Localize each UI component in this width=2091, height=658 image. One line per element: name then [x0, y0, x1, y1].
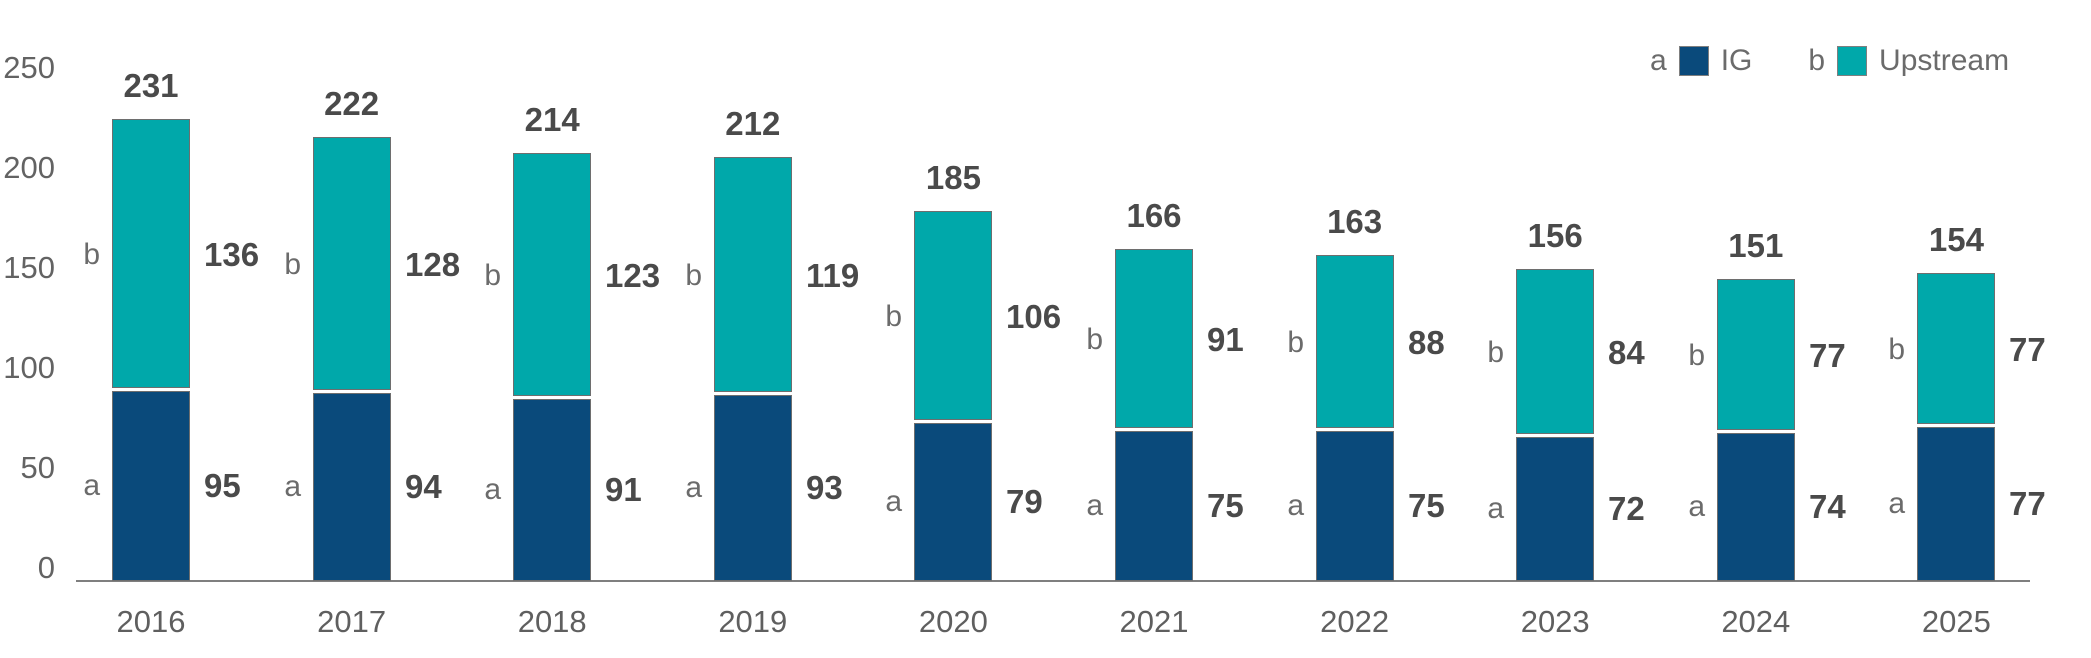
bar-total-label-2019: 212 — [725, 105, 781, 142]
series-prefix-label-a-2021: a — [1086, 489, 1103, 522]
bar-segment-upstream-2016 — [112, 119, 190, 388]
legend-swatch-upstream-icon — [1837, 46, 1868, 76]
bar-segment-upstream-2019 — [714, 157, 792, 392]
bar-segment-upstream-2022 — [1316, 255, 1394, 428]
bar-segment-upstream-2021 — [1115, 249, 1193, 428]
bar-segment-ig-2025 — [1917, 427, 1995, 581]
segment-value-label-ig-2019: 93 — [806, 469, 843, 506]
bar-total-label-2023: 156 — [1527, 217, 1583, 254]
bar-segment-ig-2016 — [112, 391, 190, 581]
bar-segment-upstream-2024 — [1717, 279, 1795, 430]
y-axis-tick-label: 0 — [37, 550, 55, 585]
series-prefix-label-a-2025: a — [1888, 487, 1905, 520]
segment-value-label-upstream-2024: 77 — [1809, 337, 1846, 374]
series-prefix-label-b-2019: b — [685, 259, 702, 292]
x-axis-category-label-2025: 2025 — [1921, 604, 1991, 639]
x-axis-line — [76, 580, 2030, 582]
segment-value-label-ig-2016: 95 — [204, 467, 241, 504]
bar-total-label-2018: 214 — [524, 101, 580, 138]
x-axis-category-label-2016: 2016 — [116, 604, 186, 639]
series-prefix-label-a-2022: a — [1287, 489, 1304, 522]
segment-value-label-upstream-2018: 123 — [605, 257, 661, 294]
bar-total-label-2024: 151 — [1728, 227, 1784, 264]
bar-segment-ig-2022 — [1316, 431, 1394, 581]
series-prefix-label-b-2020: b — [885, 300, 902, 333]
segment-value-label-upstream-2021: 91 — [1207, 321, 1244, 358]
series-prefix-label-b-2023: b — [1487, 336, 1504, 369]
segment-value-label-ig-2025: 77 — [2009, 485, 2046, 522]
bar-segment-ig-2017 — [313, 393, 391, 581]
bar-segment-ig-2021 — [1115, 431, 1193, 581]
x-axis-category-label-2022: 2022 — [1320, 604, 1390, 639]
series-prefix-label-a-2016: a — [83, 469, 100, 502]
y-axis-tick-label: 50 — [20, 450, 55, 485]
legend-item-upstream: b Upstream — [1808, 44, 2009, 78]
legend-label-upstream: Upstream — [1879, 44, 2010, 77]
segment-value-label-ig-2020: 79 — [1006, 483, 1043, 520]
legend-swatch-ig-icon — [1678, 46, 1709, 76]
x-axis-category-label-2024: 2024 — [1721, 604, 1791, 639]
series-prefix-label-a-2019: a — [685, 471, 702, 504]
segment-value-label-upstream-2025: 77 — [2009, 331, 2046, 368]
segment-value-label-ig-2017: 94 — [405, 468, 442, 505]
y-axis-tick-label: 150 — [3, 250, 55, 285]
y-axis-tick-label: 250 — [3, 50, 55, 85]
y-axis-tick-label: 200 — [3, 150, 55, 185]
series-prefix-label-b-2017: b — [284, 248, 301, 281]
segment-value-label-upstream-2023: 84 — [1608, 334, 1645, 371]
segment-value-label-ig-2024: 74 — [1809, 488, 1846, 525]
x-axis-category-label-2023: 2023 — [1520, 604, 1590, 639]
series-prefix-label-b-2018: b — [484, 259, 501, 292]
segment-value-label-ig-2023: 72 — [1608, 490, 1645, 527]
y-axis-tick-label: 100 — [3, 350, 55, 385]
segment-value-label-upstream-2020: 106 — [1006, 298, 1062, 335]
x-axis-category-label-2017: 2017 — [317, 604, 387, 639]
segment-value-label-upstream-2019: 119 — [806, 257, 860, 294]
bar-segment-upstream-2023 — [1516, 269, 1594, 434]
segment-value-label-upstream-2017: 128 — [405, 246, 461, 283]
series-prefix-label-a-2018: a — [484, 473, 501, 506]
x-axis-category-label-2020: 2020 — [918, 604, 988, 639]
bar-segment-upstream-2018 — [513, 153, 591, 396]
series-prefix-label-a-2017: a — [284, 470, 301, 503]
bar-segment-upstream-2025 — [1917, 273, 1995, 424]
series-prefix-label-b-2024: b — [1688, 339, 1705, 372]
bar-total-label-2022: 163 — [1327, 203, 1383, 240]
bar-segment-upstream-2017 — [313, 137, 391, 390]
segment-value-label-ig-2021: 75 — [1207, 487, 1244, 524]
segment-value-label-upstream-2016: 136 — [204, 236, 260, 273]
segment-value-label-upstream-2022: 88 — [1408, 324, 1445, 361]
series-prefix-label-a-2024: a — [1688, 490, 1705, 523]
bar-segment-upstream-2020 — [914, 211, 992, 420]
series-prefix-label-b-2016: b — [83, 238, 100, 271]
bar-segment-ig-2024 — [1717, 433, 1795, 581]
bar-segment-ig-2023 — [1516, 437, 1594, 581]
legend-label-ig: IG — [1720, 44, 1753, 77]
x-axis-category-label-2021: 2021 — [1119, 604, 1189, 639]
bar-total-label-2021: 166 — [1126, 197, 1182, 234]
series-prefix-label-b-2021: b — [1086, 323, 1103, 356]
bar-segment-ig-2020 — [914, 423, 992, 581]
series-prefix-label-b-2025: b — [1888, 333, 1905, 366]
x-axis-category-label-2019: 2019 — [718, 604, 788, 639]
legend-prefix-a: a — [1650, 44, 1667, 77]
bar-segment-ig-2019 — [714, 395, 792, 581]
bar-total-label-2025: 154 — [1928, 221, 1984, 258]
series-prefix-label-a-2020: a — [885, 485, 902, 518]
chart-legend: a IG b Upstream — [1650, 44, 2009, 78]
segment-value-label-ig-2022: 75 — [1408, 487, 1445, 524]
legend-prefix-b: b — [1808, 44, 1826, 77]
bar-total-label-2016: 231 — [123, 67, 179, 104]
legend-item-ig: a IG — [1650, 44, 1752, 78]
bar-segment-ig-2018 — [513, 399, 591, 581]
segment-value-label-ig-2018: 91 — [605, 471, 642, 508]
x-axis-category-label-2018: 2018 — [517, 604, 587, 639]
series-prefix-label-a-2023: a — [1487, 492, 1504, 525]
bar-total-label-2017: 222 — [324, 85, 380, 122]
bar-total-label-2020: 185 — [925, 159, 981, 196]
series-prefix-label-b-2022: b — [1287, 326, 1304, 359]
